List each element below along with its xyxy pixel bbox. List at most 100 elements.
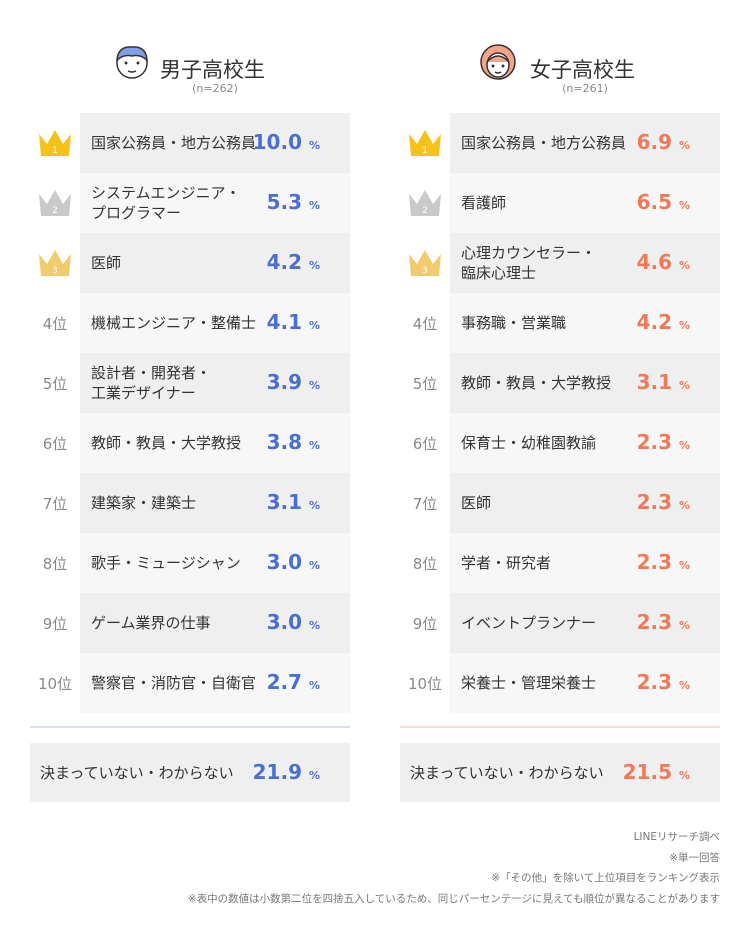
row-bg bbox=[450, 593, 720, 653]
value: 5.3 % bbox=[230, 190, 320, 214]
undecided-bg bbox=[400, 743, 720, 802]
crown: 1 bbox=[39, 130, 71, 156]
job-name: 設計者・開発者・ 工業デザイナー bbox=[91, 364, 212, 402]
unit: % bbox=[678, 769, 690, 782]
value: 4.6 % bbox=[600, 250, 690, 274]
row-bg bbox=[80, 653, 350, 713]
unit: % bbox=[308, 439, 320, 452]
job-name: 心理カウンセラー・ 臨床心理士 bbox=[461, 244, 597, 282]
footnote: ※表中の数値は小数第二位を四捨五入しているため、同じパーセンテージに見えても順位… bbox=[187, 892, 720, 905]
unit: % bbox=[678, 679, 690, 692]
panel-title: 男子高校生 bbox=[160, 58, 265, 82]
rank: 1 bbox=[422, 146, 428, 156]
value-number: 21.9 bbox=[252, 760, 302, 784]
job-name: 看護師 bbox=[461, 194, 507, 212]
value: 4.2 % bbox=[600, 310, 690, 334]
unit: % bbox=[308, 199, 320, 212]
value-number: 5.3 bbox=[266, 190, 302, 214]
value: 2.3 % bbox=[600, 610, 690, 634]
divider bbox=[400, 726, 720, 728]
unit: % bbox=[678, 379, 690, 392]
crown: 3 bbox=[39, 250, 71, 276]
value: 3.8 % bbox=[230, 430, 320, 454]
unit: % bbox=[308, 259, 320, 272]
value: 3.0 % bbox=[230, 610, 320, 634]
rank: 2 bbox=[422, 206, 428, 216]
job-name: システムエンジニア・ プログラマー bbox=[91, 184, 241, 222]
rank: 7位 bbox=[412, 495, 438, 513]
job-name: 教師・教員・大学教授 bbox=[461, 374, 612, 392]
row-bg bbox=[450, 473, 720, 533]
value-number: 2.7 bbox=[266, 670, 302, 694]
rank: 9位 bbox=[42, 615, 68, 633]
value-number: 4.2 bbox=[266, 250, 302, 274]
job-name: 医師 bbox=[461, 494, 492, 512]
row-bg bbox=[80, 173, 350, 233]
row-bg bbox=[450, 293, 720, 353]
value: 2.3 % bbox=[600, 550, 690, 574]
unit: % bbox=[308, 319, 320, 332]
job-name: 国家公務員・地方公務員 bbox=[461, 134, 627, 152]
rank: 7位 bbox=[42, 495, 68, 513]
value-number: 3.0 bbox=[266, 610, 302, 634]
unit: % bbox=[678, 319, 690, 332]
job-name: 医師 bbox=[91, 254, 122, 272]
row-bg bbox=[450, 233, 720, 293]
value: 3.1 % bbox=[230, 490, 320, 514]
row-bg bbox=[450, 533, 720, 593]
value: 3.9 % bbox=[230, 370, 320, 394]
unit: % bbox=[308, 559, 320, 572]
row-bg bbox=[80, 473, 350, 533]
footnote: LINEリサーチ調べ bbox=[633, 831, 720, 843]
rank: 5位 bbox=[412, 375, 438, 393]
unit: % bbox=[678, 139, 690, 152]
job-name: 建築家・建築士 bbox=[91, 494, 197, 512]
undecided-value: 21.5 % bbox=[600, 760, 690, 784]
unit: % bbox=[678, 439, 690, 452]
job-name: 栄養士・管理栄養士 bbox=[461, 674, 597, 692]
job-name: 学者・研究者 bbox=[461, 554, 552, 572]
value-number: 3.1 bbox=[636, 370, 672, 394]
undecided-name: 決まっていない・わからない bbox=[40, 764, 234, 782]
unit: % bbox=[308, 499, 320, 512]
row-bg bbox=[80, 353, 350, 413]
value: 10.0 % bbox=[230, 130, 320, 154]
value-number: 21.5 bbox=[622, 760, 672, 784]
unit: % bbox=[678, 199, 690, 212]
value-number: 4.2 bbox=[636, 310, 672, 334]
rank: 9位 bbox=[412, 615, 438, 633]
crown: 1 bbox=[409, 130, 441, 156]
rank: 10位 bbox=[37, 675, 73, 693]
value: 4.2 % bbox=[230, 250, 320, 274]
unit: % bbox=[678, 499, 690, 512]
crown: 2 bbox=[39, 190, 71, 216]
rank: 8位 bbox=[412, 555, 438, 573]
divider bbox=[30, 726, 350, 728]
value: 3.0 % bbox=[230, 550, 320, 574]
undecided-name: 決まっていない・わからない bbox=[410, 764, 604, 782]
value-number: 3.9 bbox=[266, 370, 302, 394]
value-number: 6.5 bbox=[636, 190, 672, 214]
row-bg bbox=[450, 653, 720, 713]
value-number: 2.3 bbox=[636, 610, 672, 634]
row-bg bbox=[80, 413, 350, 473]
undecided-value: 21.9 % bbox=[230, 760, 320, 784]
value-number: 2.3 bbox=[636, 670, 672, 694]
job-name: 事務職・営業職 bbox=[461, 314, 567, 332]
value-number: 3.1 bbox=[266, 490, 302, 514]
undecided-bg bbox=[30, 743, 350, 802]
unit: % bbox=[308, 139, 320, 152]
row-bg bbox=[80, 593, 350, 653]
rank: 4位 bbox=[42, 315, 68, 333]
value-number: 3.8 bbox=[266, 430, 302, 454]
row-bg bbox=[80, 533, 350, 593]
rank: 1 bbox=[52, 146, 58, 156]
value: 2.7 % bbox=[230, 670, 320, 694]
unit: % bbox=[308, 769, 320, 782]
rank: 10位 bbox=[407, 675, 443, 693]
panel-title: 女子高校生 bbox=[530, 58, 635, 82]
footnote: ※「その他」を除いて上位項目をランキング表示 bbox=[491, 872, 720, 884]
job-name: 機械エンジニア・整備士 bbox=[91, 314, 257, 332]
value-number: 2.3 bbox=[636, 550, 672, 574]
